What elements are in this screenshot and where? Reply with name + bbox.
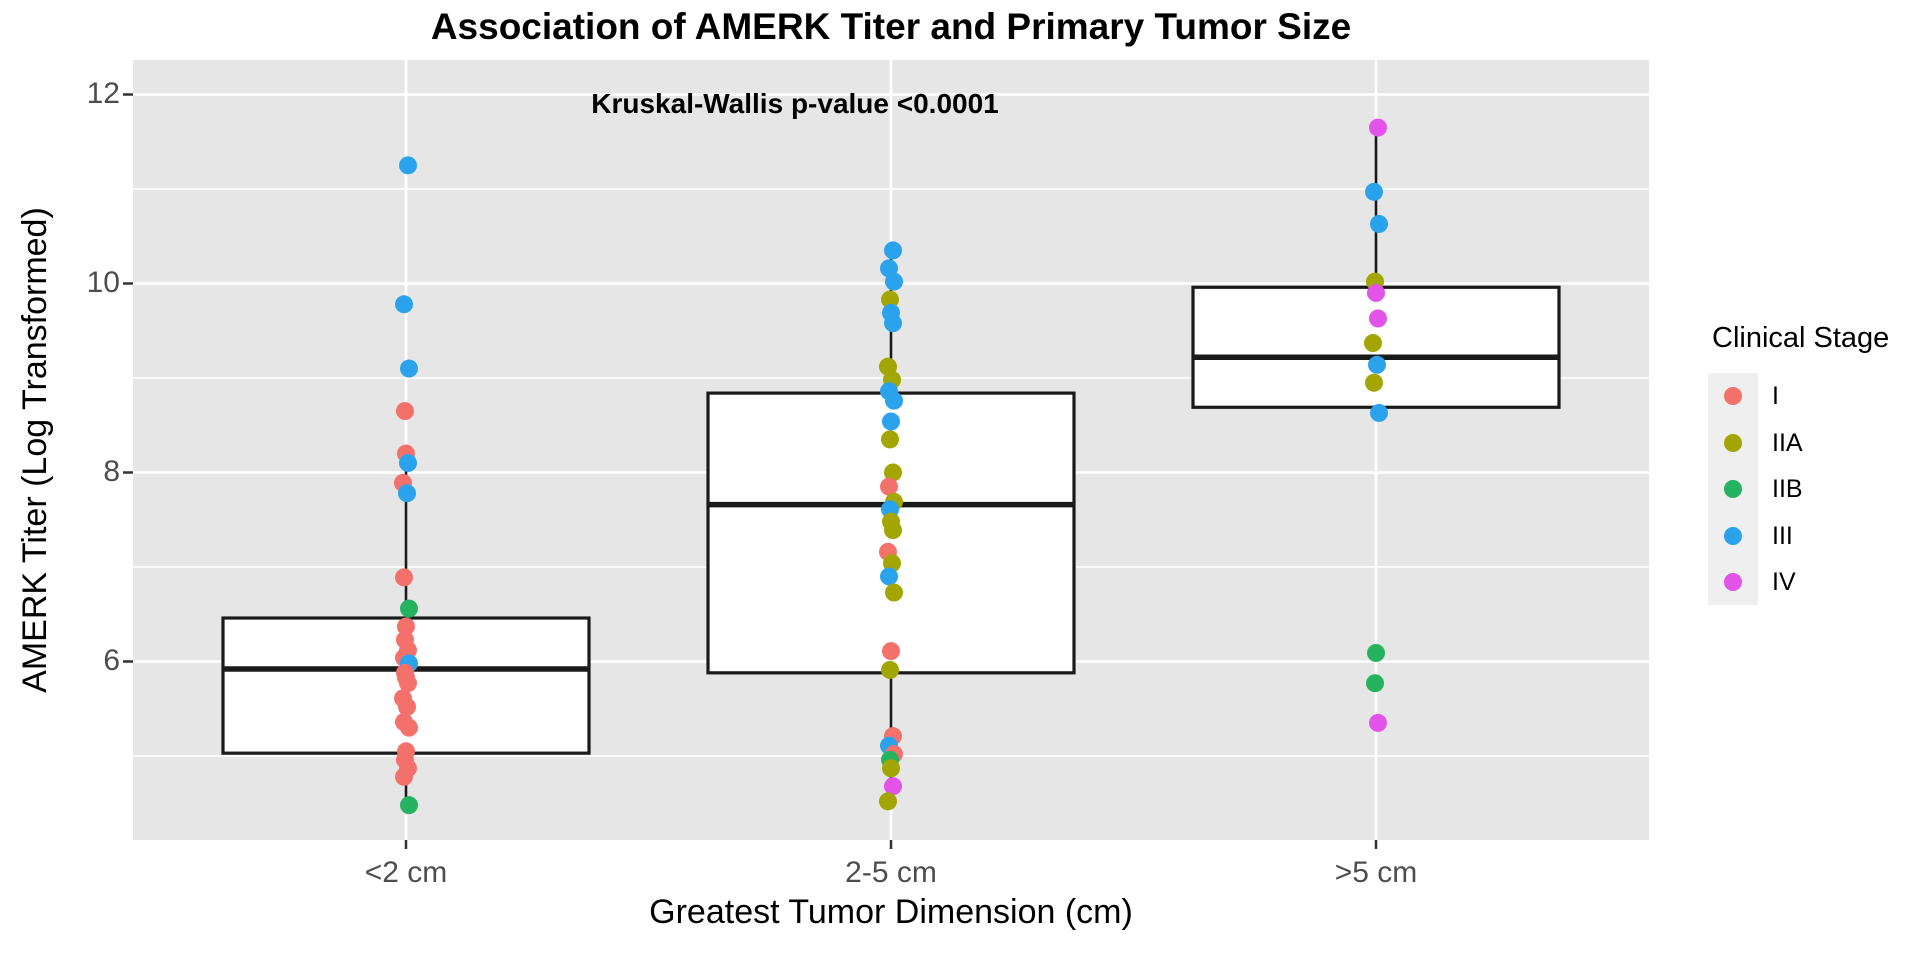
jitter-point-I — [400, 718, 418, 737]
jitter-point-I — [398, 697, 416, 716]
jitter-point-I — [397, 617, 415, 636]
jitter-point-III — [1368, 355, 1386, 374]
y-tick-label: 6 — [103, 644, 120, 678]
jitter-point-IIA — [881, 430, 899, 449]
legend-title: Clinical Stage — [1712, 322, 1890, 354]
jitter-point-III — [1370, 403, 1388, 422]
legend-item-III: III — [1698, 513, 1918, 559]
legend-item-IIB: IIB — [1698, 466, 1918, 512]
jitter-point-IIB — [400, 796, 418, 815]
jitter-point-IV — [1367, 283, 1385, 302]
jitter-point-IIA — [882, 759, 900, 778]
legend-dot-icon — [1724, 526, 1742, 545]
jitter-point-III — [395, 295, 413, 314]
jitter-point-III — [882, 412, 900, 431]
jitter-point-IV — [1369, 309, 1387, 328]
jitter-point-III — [399, 156, 417, 175]
jitter-point-IIA — [881, 660, 899, 679]
jitter-point-III — [398, 484, 416, 503]
legend-item-label: IIA — [1772, 428, 1803, 457]
jitter-point-IIA — [1365, 373, 1383, 392]
x-tick-label: <2 cm — [364, 856, 448, 889]
jitter-point-I — [395, 767, 413, 786]
jitter-point-III — [400, 359, 418, 378]
jitter-point-IV — [884, 777, 902, 796]
jitter-point-I — [880, 477, 898, 496]
jitter-point-III — [885, 272, 903, 291]
jitter-point-I — [396, 402, 414, 421]
jitter-point-IIB — [1366, 674, 1384, 693]
y-tick-label: 10 — [86, 266, 120, 300]
jitter-point-I — [395, 568, 413, 587]
legend-item-IIA: IIA — [1698, 420, 1918, 466]
jitter-point-III — [880, 567, 898, 586]
x-tick-label: 2-5 cm — [845, 856, 937, 889]
legend-dot-icon — [1724, 480, 1742, 498]
jitter-point-IV — [1369, 713, 1387, 732]
chart-title: Association of AMERK Titer and Primary T… — [430, 6, 1352, 47]
jitter-point-III — [885, 391, 903, 410]
y-axis-title: AMERK Titer (Log Transformed) — [16, 207, 54, 693]
legend-item-label: III — [1772, 521, 1793, 550]
jitter-point-III — [884, 314, 902, 333]
kruskal-wallis-annotation: Kruskal-Wallis p-value <0.0001 — [591, 88, 999, 119]
jitter-point-IIA — [881, 290, 899, 309]
jitter-point-IIA — [885, 583, 903, 602]
jitter-point-IIA — [879, 792, 897, 811]
y-tick-label: 12 — [86, 77, 120, 111]
jitter-point-IIA — [884, 521, 902, 540]
jitter-point-I — [399, 674, 417, 693]
legend-item-I: I — [1698, 373, 1918, 419]
legend-item-label: I — [1772, 382, 1779, 410]
legend-dot-icon — [1724, 573, 1742, 591]
legend-item-IV: IV — [1698, 559, 1918, 605]
jitter-point-IIA — [884, 463, 902, 482]
jitter-point-IIB — [400, 599, 418, 618]
legend-item-label: IIB — [1772, 475, 1803, 503]
jitter-point-I — [882, 642, 900, 661]
x-axis-title: Greatest Tumor Dimension (cm) — [649, 893, 1133, 931]
legend-dot-icon — [1724, 433, 1742, 452]
y-tick-label: 8 — [103, 455, 120, 489]
jitter-point-IV — [1369, 118, 1387, 137]
jitter-point-III — [1365, 182, 1383, 201]
jitter-point-III — [1370, 214, 1388, 233]
jitter-point-IIB — [1367, 643, 1385, 662]
jitter-point-III — [399, 454, 417, 473]
jitter-point-III — [884, 241, 902, 260]
legend: Clinical Stage I IIA IIB III IV — [1698, 322, 1918, 605]
jitter-point-IIA — [1364, 334, 1382, 353]
x-tick-label: >5 cm — [1334, 856, 1418, 889]
legend-dot-icon — [1724, 387, 1742, 405]
legend-item-label: IV — [1772, 568, 1796, 596]
